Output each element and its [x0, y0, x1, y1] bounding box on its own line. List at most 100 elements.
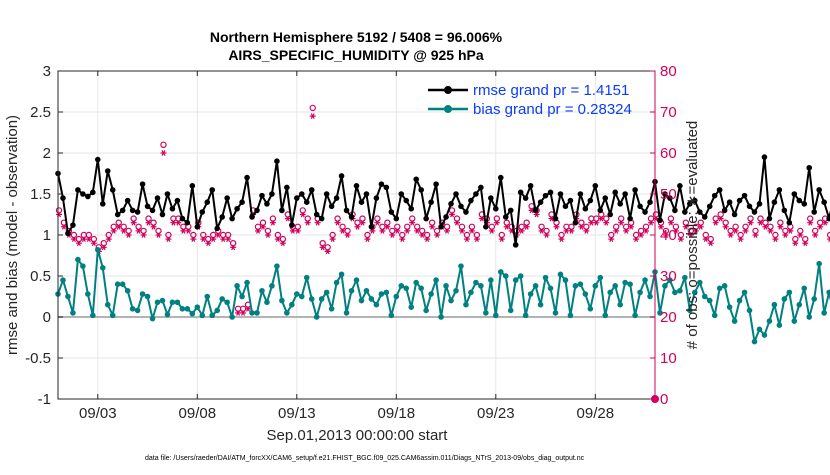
obs-possible-marker	[493, 215, 500, 222]
y-right-tick-label: 20	[660, 309, 677, 326]
obs-evaluated-stroke	[748, 219, 753, 226]
obs-evaluated-stroke	[430, 223, 435, 230]
obs-evaluated-stroke	[370, 228, 375, 234]
obs-possible-marker	[309, 104, 316, 112]
rmse-point	[622, 191, 628, 197]
bias-point	[706, 297, 713, 304]
obs-evaluated-stroke	[111, 228, 116, 234]
bias-point	[552, 310, 559, 316]
obs-evaluated-stroke	[594, 219, 599, 226]
rmse-point	[413, 176, 420, 183]
bias-point	[284, 310, 290, 316]
bias-point	[756, 326, 763, 333]
rmse-point	[731, 211, 738, 218]
rmse-point	[592, 183, 599, 189]
rmse-point	[716, 187, 723, 193]
bias-point	[597, 274, 604, 281]
obs-evaluated-marker	[767, 228, 774, 234]
obs-evaluated-marker	[444, 228, 451, 234]
obs-evaluated-stroke	[126, 232, 131, 238]
y-tick-label: 0	[43, 309, 51, 326]
y-right-tick-label: 10	[660, 350, 677, 367]
rmse-point	[711, 192, 718, 199]
obs-evaluated-stroke	[335, 219, 340, 226]
bias-point	[458, 263, 464, 269]
rmse-point	[821, 199, 827, 205]
obs-evaluated-stroke	[275, 236, 280, 242]
bias-point	[463, 301, 469, 308]
obs-evaluated-stroke	[609, 236, 614, 242]
obs-evaluated-stroke	[629, 223, 634, 230]
obs-evaluated-marker	[75, 240, 82, 247]
obs-evaluated-marker	[523, 223, 530, 230]
obs-evaluated-stroke	[733, 228, 738, 234]
bias-point	[60, 277, 66, 283]
bias-point	[289, 301, 295, 308]
obs-possible-marker	[826, 231, 830, 239]
obs-possible-marker	[115, 219, 122, 226]
bias-point	[687, 307, 693, 314]
obs-evaluated-marker	[354, 223, 361, 230]
obs-evaluated-marker	[677, 236, 684, 242]
bias-point	[99, 265, 106, 271]
obs-evaluated-stroke	[718, 215, 723, 222]
obs-evaluated-marker	[702, 236, 709, 242]
obs-possible-marker	[667, 215, 675, 222]
rmse-point	[353, 183, 360, 189]
obs-evaluated-stroke	[425, 236, 430, 242]
rmse-point	[562, 203, 569, 210]
obs-possible-marker	[224, 231, 232, 239]
rmse-point	[468, 197, 474, 204]
rmse-point	[95, 156, 101, 163]
obs-evaluated-stroke	[221, 236, 226, 242]
obs-evaluated-stroke	[783, 232, 788, 238]
rmse-point	[338, 173, 345, 179]
bias-point	[408, 304, 415, 310]
obs-evaluated-stroke	[365, 236, 370, 242]
obs-evaluated-marker	[727, 232, 734, 238]
obs-evaluated-marker	[259, 223, 266, 230]
obs-evaluated-marker	[583, 228, 590, 234]
rmse-point	[90, 189, 96, 196]
obs-evaluated-marker	[215, 232, 222, 238]
rmse-point	[463, 209, 469, 215]
rmse-point	[308, 187, 315, 193]
obs-evaluated-marker	[568, 228, 575, 234]
obs-evaluated-marker	[757, 219, 764, 226]
obs-possible-marker	[304, 215, 311, 222]
obs-possible-marker	[792, 235, 799, 243]
rmse-point	[428, 199, 434, 205]
obs-evaluated-stroke	[828, 236, 830, 241]
rmse-point	[582, 205, 589, 212]
bias-point	[219, 296, 225, 302]
obs-evaluated-stroke	[345, 232, 350, 238]
obs-evaluated-marker	[458, 228, 465, 234]
rmse-point	[269, 191, 275, 197]
y-tick-label: 0.5	[30, 268, 51, 285]
bias-point	[443, 283, 449, 289]
bias-point	[677, 287, 683, 294]
obs-evaluated-marker	[319, 244, 326, 251]
rmse-point	[507, 207, 514, 214]
obs-evaluated-stroke	[564, 228, 569, 234]
bias-point	[507, 307, 514, 314]
legend-rmse-label: rmse grand pr = 1.4151	[473, 82, 629, 99]
x-tick-label: 09/13	[278, 405, 316, 422]
bias-point	[572, 283, 579, 289]
rmse-point	[567, 197, 574, 204]
bias-point	[512, 277, 519, 283]
obs-possible-marker	[299, 207, 306, 214]
bias-point	[70, 310, 76, 316]
obs-possible-marker	[677, 231, 685, 239]
obs-evaluated-stroke	[823, 219, 828, 226]
obs-possible-marker	[578, 219, 585, 226]
rmse-point	[771, 199, 778, 205]
bias-point	[124, 287, 131, 294]
obs-possible-marker	[55, 207, 63, 214]
bias-point	[617, 301, 623, 308]
rmse-point	[164, 191, 171, 197]
bias-point	[557, 271, 564, 278]
rmse-point	[99, 201, 106, 207]
rmse-series	[55, 154, 830, 248]
